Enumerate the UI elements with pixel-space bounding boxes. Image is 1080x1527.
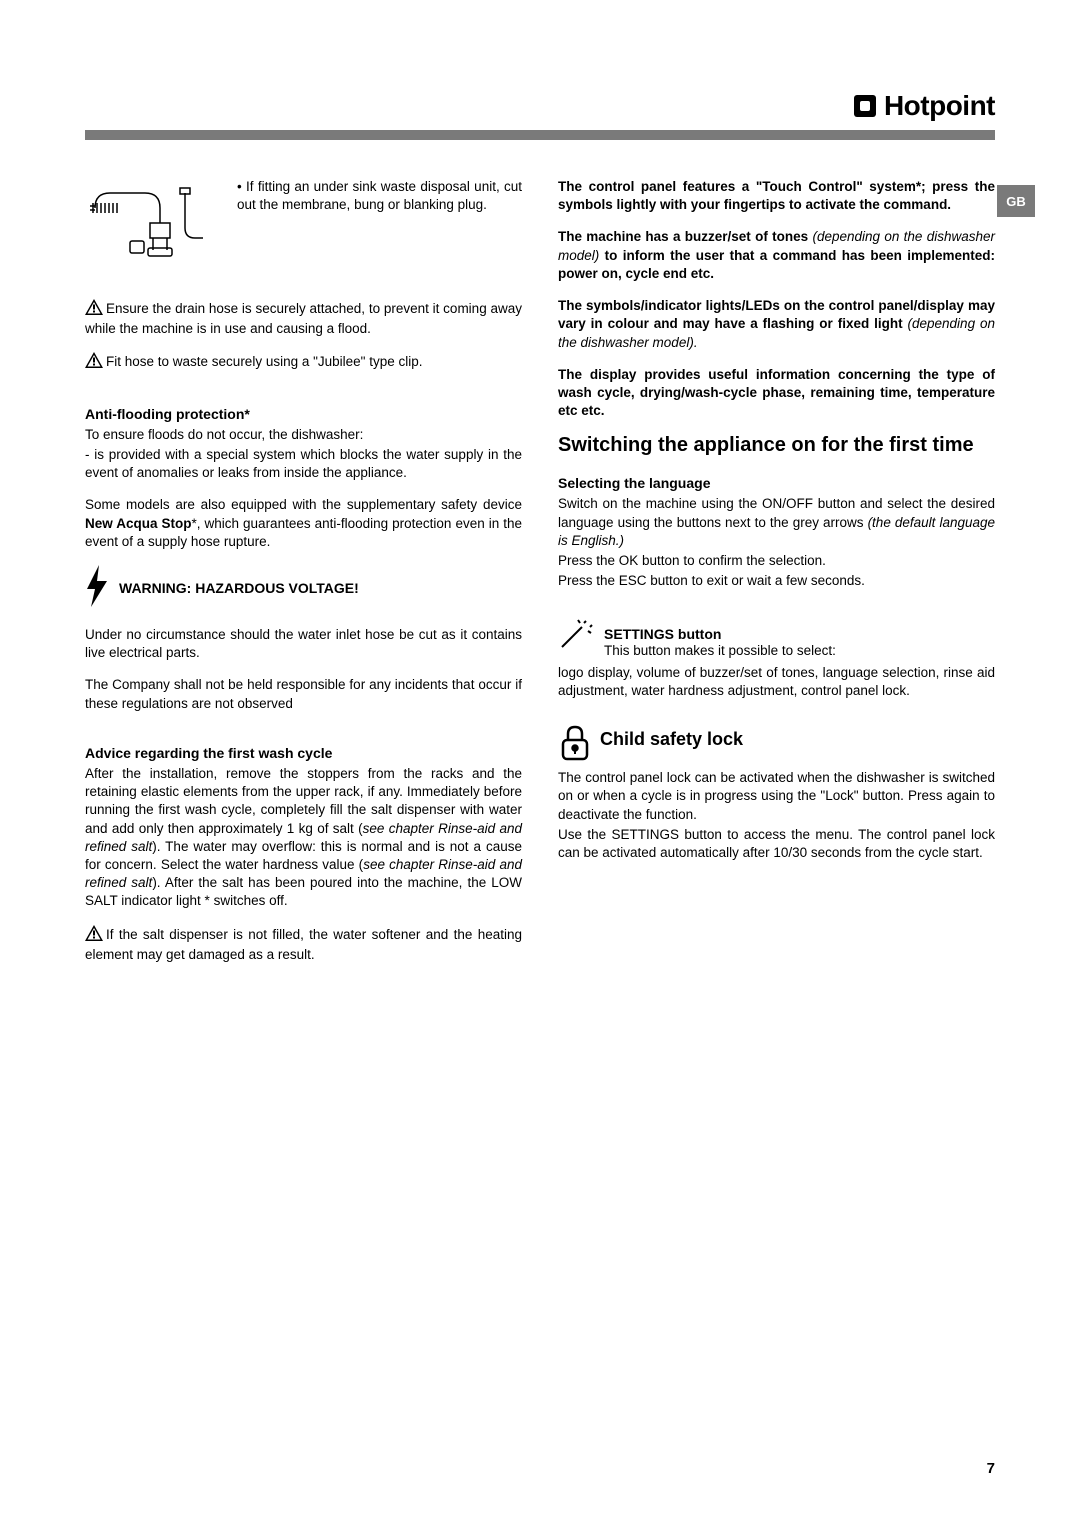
warning-triangle-icon (85, 352, 103, 373)
buzzer-a: The machine has a buzzer/set of tones (558, 229, 812, 244)
padlock-icon (558, 724, 592, 767)
child-lock-heading: Child safety lock (600, 724, 995, 750)
right-column: The control panel features a "Touch Cont… (558, 178, 995, 978)
warn1-text: Ensure the drain hose is securely attach… (85, 301, 522, 336)
advice-body: After the installation, remove the stopp… (85, 765, 522, 911)
antiflood-intro: To ensure floods do not occur, the dishw… (85, 426, 522, 444)
settings-p2: logo display, volume of buzzer/set of to… (558, 664, 995, 700)
sink-waste-diagram (85, 178, 225, 273)
lang-p3: Press the ESC button to exit or wait a f… (558, 572, 995, 590)
settings-heading: SETTINGS button (604, 619, 995, 642)
page-number: 7 (987, 1460, 995, 1477)
hazard-heading: WARNING: HAZARDOUS VOLTAGE! (119, 580, 359, 596)
header-divider (85, 130, 995, 140)
switching-heading: Switching the appliance on for the first… (558, 434, 995, 457)
hazard-p1: Under no circumstance should the water i… (85, 626, 522, 662)
warning-jubilee-clip: Fit hose to waste securely using a "Jubi… (85, 352, 522, 373)
warn2-text: Fit hose to waste securely using a "Jubi… (106, 354, 423, 369)
display-p: The display provides useful information … (558, 366, 995, 421)
hazard-p2: The Company shall not be held responsibl… (85, 676, 522, 712)
symbols-p: The symbols/indicator lights/LEDs on the… (558, 297, 995, 352)
child-p2: Use the SETTINGS button to access the me… (558, 826, 995, 862)
advice-heading: Advice regarding the first wash cycle (85, 745, 522, 761)
acqua-stop-text: Some models are also equipped with the s… (85, 496, 522, 551)
settings-p1: This button makes it possible to select: (604, 642, 995, 660)
warning-drain-hose: Ensure the drain hose is securely attach… (85, 299, 522, 338)
diagram-caption: • If fitting an under sink waste disposa… (237, 178, 522, 214)
left-column: • If fitting an under sink waste disposa… (85, 178, 522, 978)
language-badge: GB (997, 185, 1035, 217)
child-p1: The control panel lock can be activated … (558, 769, 995, 824)
antiflood-heading: Anti-flooding protection* (85, 406, 522, 422)
warning-salt-dispenser: If the salt dispenser is not filled, the… (85, 925, 522, 964)
lightning-bolt-icon (85, 565, 109, 612)
advice-warn-text: If the salt dispenser is not filled, the… (85, 927, 522, 962)
buzzer-p: The machine has a buzzer/set of tones (d… (558, 228, 995, 283)
brand-name: Hotpoint (884, 90, 995, 122)
warning-triangle-icon (85, 925, 103, 946)
antiflood-detail: - is provided with a special system whic… (85, 446, 522, 482)
brand-logo-icon (854, 95, 876, 117)
wand-icon (558, 619, 596, 656)
acqua-text-a: Some models are also equipped with the s… (85, 497, 522, 512)
buzzer-c: to inform the user that a command has be… (558, 248, 995, 281)
brand-header: Hotpoint (85, 90, 995, 122)
touch-control-p: The control panel features a "Touch Cont… (558, 178, 995, 214)
warning-triangle-icon (85, 299, 103, 320)
acqua-text-b: New Acqua Stop (85, 516, 192, 531)
lang-heading: Selecting the language (558, 475, 995, 491)
lang-p1: Switch on the machine using the ON/OFF b… (558, 495, 995, 550)
lang-p2: Press the OK button to confirm the selec… (558, 552, 995, 570)
